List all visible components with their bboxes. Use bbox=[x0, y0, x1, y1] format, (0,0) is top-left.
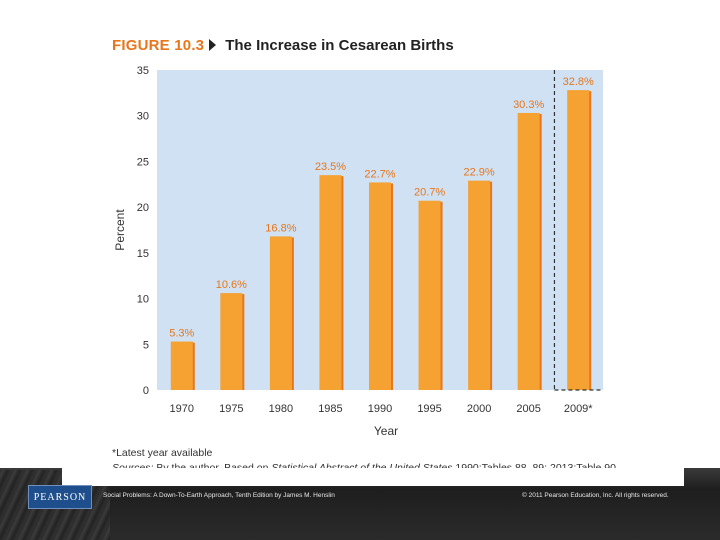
play-arrow-icon bbox=[209, 39, 217, 51]
x-tick-label: 2000 bbox=[467, 403, 491, 415]
data-label: 10.6% bbox=[216, 279, 247, 291]
figure-title: FIGURE 10.3 The Increase in Cesarean Bir… bbox=[112, 34, 454, 56]
figure-label: FIGURE 10.3 bbox=[112, 36, 205, 54]
figure-name: The Increase in Cesarean Births bbox=[225, 36, 454, 54]
y-tick-label: 0 bbox=[143, 385, 149, 397]
x-tick-label: 1990 bbox=[368, 403, 392, 415]
bar bbox=[319, 175, 342, 390]
bar bbox=[567, 90, 590, 390]
bar-chart: 0 5 10 15 20 25 30 35 5.3% 1970 10.6% 1975 16.8% 1980… bbox=[113, 65, 603, 438]
data-label: 23.5% bbox=[315, 161, 346, 173]
bar bbox=[369, 182, 391, 390]
bar bbox=[170, 341, 193, 390]
bar bbox=[517, 112, 540, 390]
y-tick-label: 30 bbox=[137, 111, 149, 123]
y-axis-title: Percent bbox=[113, 209, 127, 251]
bar bbox=[418, 200, 441, 390]
x-tick-label: 2005 bbox=[516, 403, 540, 415]
y-tick-label: 20 bbox=[137, 202, 149, 214]
x-tick-label: 1970 bbox=[170, 403, 194, 415]
x-tick-label: 1975 bbox=[219, 403, 243, 415]
x-tick-label: 2009* bbox=[564, 403, 593, 415]
copyright-notice: © 2011 Pearson Education, Inc. All right… bbox=[522, 492, 669, 499]
y-tick-label: 15 bbox=[137, 248, 149, 260]
y-tick-label: 5 bbox=[143, 339, 149, 351]
x-tick-label: 1995 bbox=[417, 403, 441, 415]
footer-white-strip bbox=[62, 468, 684, 486]
data-label: 22.9% bbox=[464, 167, 495, 179]
data-label: 16.8% bbox=[265, 222, 296, 234]
x-tick-label: 1980 bbox=[269, 403, 293, 415]
data-label: 32.8% bbox=[563, 76, 594, 88]
pearson-logo: PEARSON bbox=[28, 485, 92, 509]
book-credit: Social Problems: A Down-To-Earth Approac… bbox=[103, 492, 335, 499]
data-label: 20.7% bbox=[414, 187, 445, 199]
x-tick-label: 1985 bbox=[318, 403, 342, 415]
y-tick-label: 10 bbox=[137, 294, 149, 306]
bar bbox=[269, 236, 292, 390]
x-axis-title: Year bbox=[374, 424, 398, 438]
data-label: 22.7% bbox=[364, 168, 395, 180]
bar bbox=[468, 180, 491, 390]
y-tick-label: 35 bbox=[137, 65, 149, 77]
bar bbox=[220, 293, 243, 390]
data-label: 30.3% bbox=[513, 99, 544, 111]
y-tick-label: 25 bbox=[137, 156, 149, 168]
footnote: *Latest year available bbox=[112, 447, 213, 459]
data-label: 5.3% bbox=[169, 328, 194, 340]
